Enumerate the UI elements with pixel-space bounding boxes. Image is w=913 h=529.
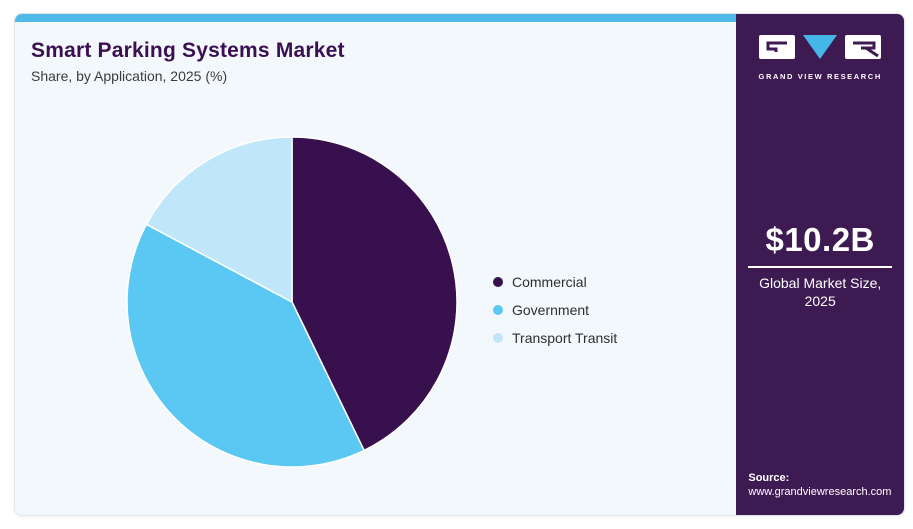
pie-chart <box>122 132 462 472</box>
brand-name: GRAND VIEW RESEARCH <box>758 72 882 81</box>
legend-item-transport-transit: Transport Transit <box>493 324 617 352</box>
legend-item-government: Government <box>493 296 617 324</box>
legend-item-commercial: Commercial <box>493 268 617 296</box>
source-block: Source: www.grandviewresearch.com <box>748 472 891 498</box>
chart-legend: Commercial Government Transport Transit <box>493 268 617 352</box>
brand-logo: GRAND VIEW RESEARCH <box>736 35 904 81</box>
legend-label: Government <box>512 302 590 318</box>
page-subtitle: Share, by Application, 2025 (%) <box>31 68 228 84</box>
market-size-block: $10.2B Global Market Size, 2025 <box>736 221 904 310</box>
brand-sidebar: GRAND VIEW RESEARCH $10.2B Global Market… <box>736 14 904 515</box>
legend-label: Commercial <box>512 274 587 290</box>
market-size-divider <box>748 266 893 268</box>
legend-dot-commercial <box>493 277 503 287</box>
pie-slice-government <box>126 223 365 468</box>
legend-dot-government <box>493 305 503 315</box>
market-size-value: $10.2B <box>765 221 875 258</box>
chart-panel: Smart Parking Systems Market Share, by A… <box>15 14 737 515</box>
legend-label: Transport Transit <box>512 330 618 346</box>
report-card: Smart Parking Systems Market Share, by A… <box>14 13 905 516</box>
page-title: Smart Parking Systems Market <box>31 39 345 62</box>
gvr-logo-icon <box>759 35 882 59</box>
pie-slice-transport-transit <box>145 136 293 303</box>
market-size-label: Global Market Size, 2025 <box>736 275 904 310</box>
source-label: Source: <box>748 472 790 484</box>
pie-slice-commercial <box>291 136 458 452</box>
top-accent-bar <box>15 14 737 22</box>
market-size-label-line2: 2025 <box>804 292 836 309</box>
chart-header: Smart Parking Systems Market Share, by A… <box>31 39 345 84</box>
market-size-label-line1: Global Market Size, <box>759 275 882 291</box>
source-url-link[interactable]: www.grandviewresearch.com <box>748 486 892 498</box>
pie-chart-svg <box>126 136 458 468</box>
legend-dot-transport-transit <box>493 333 503 343</box>
